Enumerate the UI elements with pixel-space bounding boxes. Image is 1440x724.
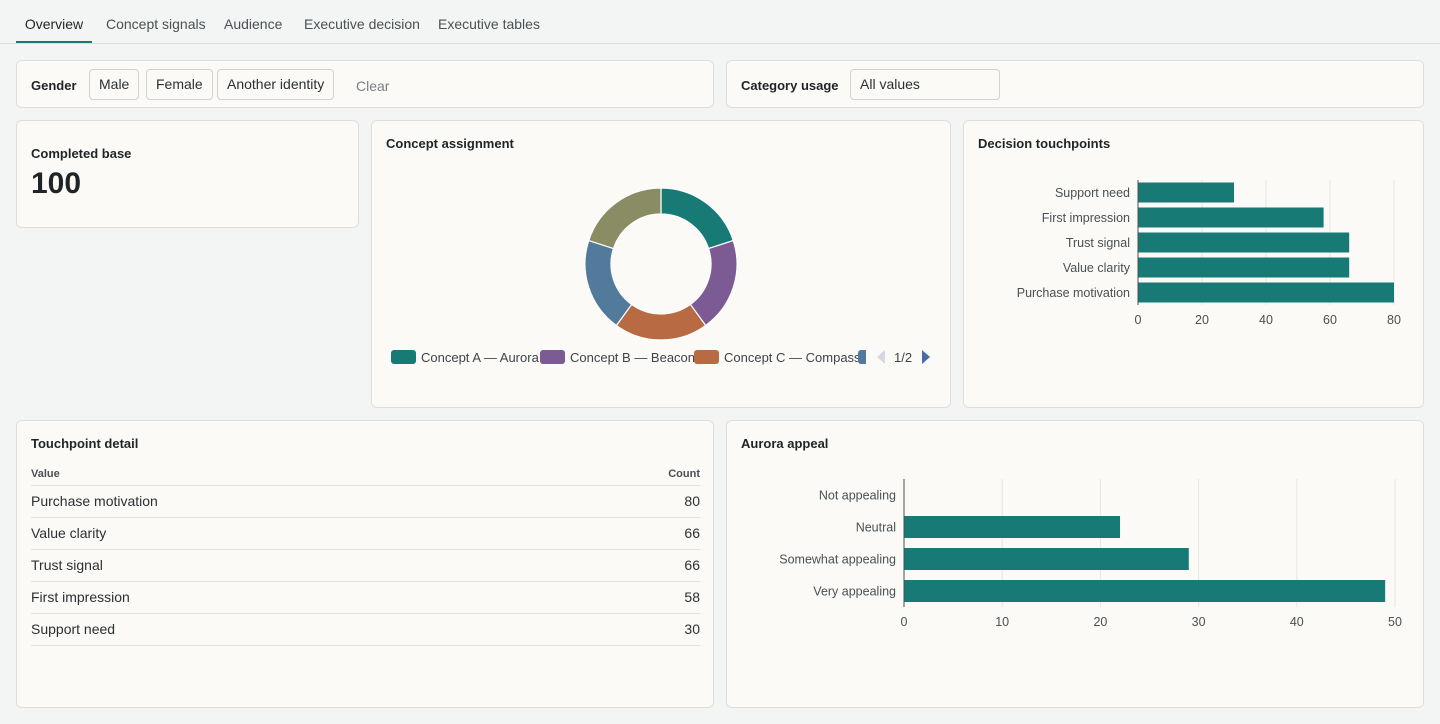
completed-base-card: Completed base 100 [16, 120, 359, 228]
touchpoint-detail-card: Touchpoint detail Value Count Purchase m… [16, 420, 714, 708]
touchpoint-tick-label: 20 [1195, 313, 1209, 327]
column-header-count: Count [566, 463, 700, 486]
touchpoint-tick-label: 80 [1387, 313, 1401, 327]
table-row: Purchase motivation 80 [31, 485, 700, 518]
appeal-category-label: Very appealing [813, 585, 896, 599]
concept-assignment-card: Concept assignment Concept A — Aurora Co… [371, 120, 951, 408]
legend-item-concept-b[interactable]: Concept B — Beacon [540, 349, 696, 365]
row-value-cell: First impression [31, 581, 566, 614]
row-count-cell: 66 [566, 517, 700, 550]
legend-label-concept-b: Concept B — Beacon [570, 349, 696, 365]
table-header-row: Value Count [31, 463, 700, 486]
tab-audience[interactable]: Audience [224, 16, 283, 32]
touchpoint-tick-label: 60 [1323, 313, 1337, 327]
touchpoint-category-label: Value clarity [1063, 261, 1131, 275]
legend-swatch-concept-c [694, 350, 719, 364]
tab-overview[interactable]: Overview [16, 0, 92, 43]
touchpoint-bar[interactable] [1138, 207, 1324, 228]
category-filter-label: Category usage [741, 78, 839, 93]
row-count-cell: 58 [566, 581, 700, 614]
legend-item-concept-a[interactable]: Concept A — Aurora [391, 349, 539, 365]
gender-chip-another-identity[interactable]: Another identity [217, 69, 335, 100]
table-row: Trust signal 66 [31, 549, 700, 582]
decision-touchpoints-card: Decision touchpoints 0 20 40 60 80 Support ne… [963, 120, 1424, 408]
gender-filter-label: Gender [31, 78, 77, 93]
row-value-cell: Trust signal [31, 549, 566, 582]
tab-executive-decision[interactable]: Executive decision [304, 16, 420, 32]
category-filter-card: Category usage All values [726, 60, 1424, 108]
row-count-cell: 66 [566, 549, 700, 582]
concept-assignment-donut-chart [584, 187, 738, 341]
legend-swatch-concept-d [858, 350, 866, 364]
aurora-appeal-card: Aurora appeal 0 10 20 30 40 50 Not appealing Ne… [726, 420, 1424, 708]
table-row: Support need 30 [31, 613, 700, 646]
tab-executive-tables[interactable]: Executive tables [438, 16, 540, 32]
tab-concept-signals[interactable]: Concept signals [106, 16, 206, 32]
concept-assignment-title: Concept assignment [386, 136, 514, 151]
touchpoint-tick-label: 0 [1135, 313, 1142, 327]
gender-chip-male[interactable]: Male [89, 69, 140, 100]
legend-item-concept-c[interactable]: Concept C — Compass [694, 349, 861, 365]
column-header-value: Value [31, 463, 566, 486]
clear-filter-button[interactable]: Clear [356, 78, 390, 94]
appeal-tick-label: 20 [1093, 615, 1107, 629]
touchpoint-bar[interactable] [1138, 282, 1394, 303]
legend-next-page-icon[interactable] [920, 349, 932, 365]
aurora-appeal-title: Aurora appeal [741, 436, 829, 451]
legend-label-concept-a: Concept A — Aurora [421, 349, 539, 365]
row-count-cell: 80 [566, 485, 700, 518]
touchpoint-bar[interactable] [1138, 232, 1350, 253]
donut-slice[interactable] [660, 187, 735, 250]
table-row: Value clarity 66 [31, 517, 700, 550]
appeal-bar[interactable] [904, 516, 1121, 538]
decision-touchpoints-title: Decision touchpoints [978, 136, 1111, 151]
legend-label-concept-c: Concept C — Compass [724, 349, 861, 365]
category-usage-select[interactable]: All values [850, 69, 1000, 100]
donut-slice[interactable] [689, 239, 738, 327]
touchpoint-category-label: Support need [1055, 186, 1130, 200]
row-value-cell: Support need [31, 613, 566, 646]
appeal-category-label: Neutral [856, 521, 896, 535]
appeal-category-label: Not appealing [819, 489, 896, 503]
gender-filter-card: Gender Male Female Another identity Clea… [16, 60, 714, 108]
table-row: First impression 58 [31, 581, 700, 614]
legend-item-concept-d-partial[interactable] [858, 350, 866, 364]
touchpoint-detail-title: Touchpoint detail [31, 436, 139, 451]
touchpoint-detail-table: Value Count Purchase motivation 80 Value c… [31, 463, 700, 646]
touchpoint-category-label: Purchase motivation [1017, 286, 1130, 300]
completed-base-value: 100 [31, 167, 82, 200]
appeal-category-label: Somewhat appealing [779, 553, 896, 567]
donut-slice[interactable] [587, 187, 662, 250]
touchpoint-tick-label: 40 [1259, 313, 1273, 327]
completed-base-title: Completed base [31, 146, 132, 161]
touchpoint-category-label: Trust signal [1066, 236, 1130, 250]
touchpoint-category-label: First impression [1042, 211, 1130, 225]
appeal-tick-label: 50 [1388, 615, 1402, 629]
row-value-cell: Purchase motivation [31, 485, 566, 518]
decision-touchpoints-bar-chart: 0 20 40 60 80 Support need First impression Tru… [1017, 180, 1401, 327]
legend-page-indicator: 1/2 [894, 350, 913, 365]
tab-bar: Overview Concept signals Audience Execut… [0, 0, 1440, 44]
appeal-tick-label: 30 [1192, 615, 1206, 629]
aurora-appeal-bar-chart: 0 10 20 30 40 50 Not appealing Neutral Somewhat … [779, 479, 1402, 629]
appeal-tick-label: 40 [1290, 615, 1304, 629]
legend-prev-page-icon[interactable] [875, 349, 887, 365]
appeal-tick-label: 0 [901, 615, 908, 629]
touchpoint-bar[interactable] [1138, 257, 1350, 278]
legend-swatch-concept-a [391, 350, 416, 364]
appeal-tick-label: 10 [995, 615, 1009, 629]
row-count-cell: 30 [566, 613, 700, 646]
donut-slice[interactable] [584, 239, 633, 327]
gender-chip-female[interactable]: Female [146, 69, 213, 100]
row-value-cell: Value clarity [31, 517, 566, 550]
donut-slice[interactable] [615, 303, 707, 341]
touchpoint-bar[interactable] [1138, 182, 1234, 203]
appeal-bar[interactable] [904, 548, 1189, 570]
appeal-bar[interactable] [904, 580, 1386, 602]
legend-swatch-concept-b [540, 350, 565, 364]
